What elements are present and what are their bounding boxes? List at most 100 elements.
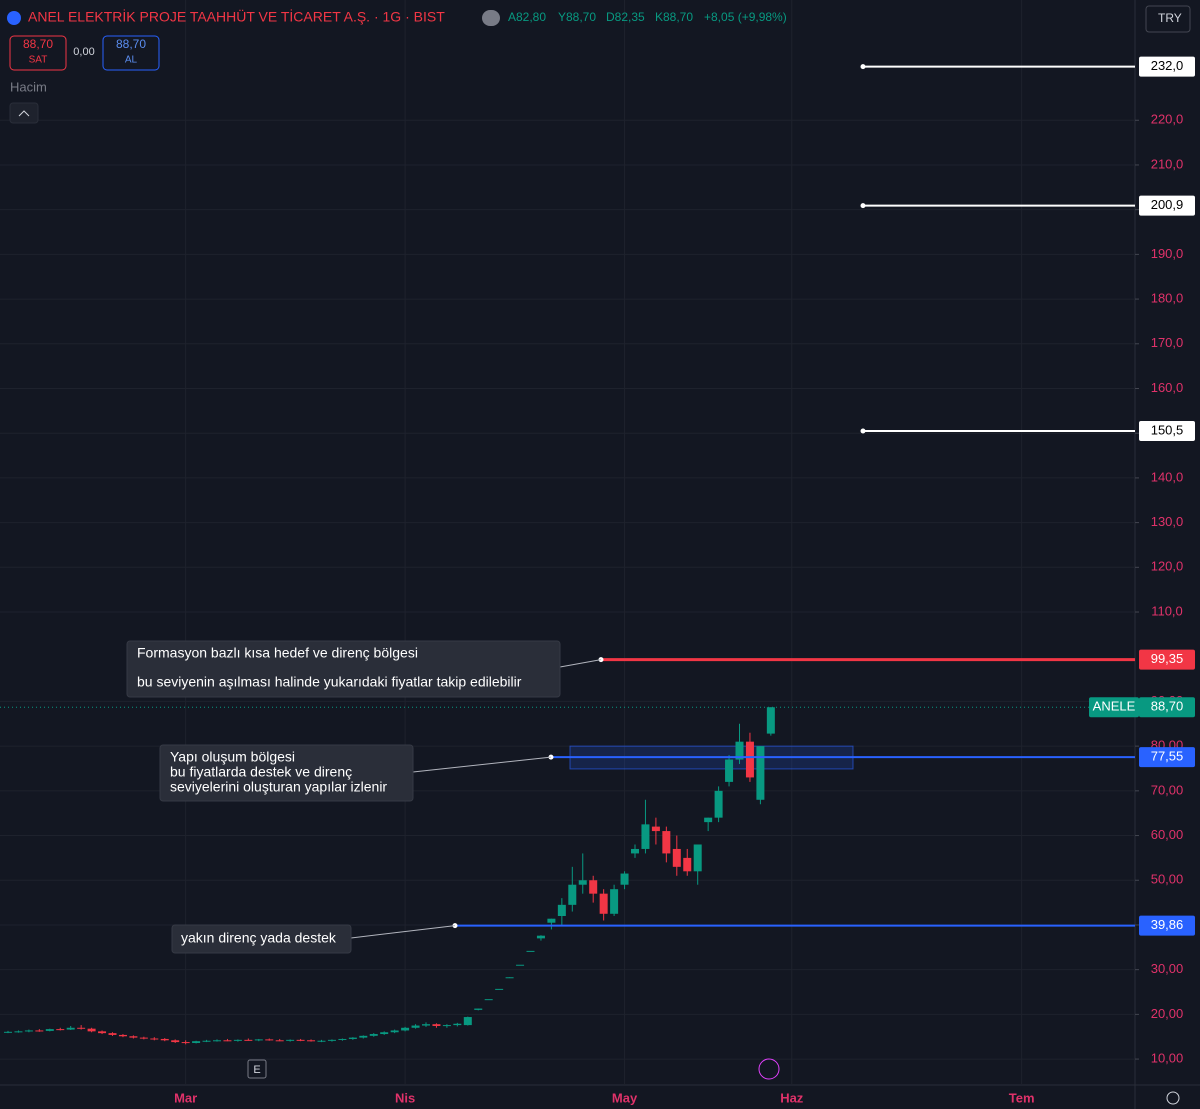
candle-body xyxy=(714,790,723,818)
callout-text: bu fiyatlarda destek ve direnç xyxy=(170,764,352,780)
candle-body xyxy=(411,1025,420,1028)
toggle[interactable] xyxy=(482,10,500,26)
candle-body xyxy=(432,1024,441,1026)
candle-body xyxy=(735,741,744,760)
candle-body xyxy=(536,935,545,939)
last-price-label: 88,70 xyxy=(1151,699,1184,714)
candle-body xyxy=(526,950,535,952)
candle-body xyxy=(380,1032,389,1035)
candle-body xyxy=(704,817,713,823)
candle-body xyxy=(108,1033,117,1035)
buy-label: AL xyxy=(125,55,138,66)
earnings-letter: E xyxy=(253,1064,260,1076)
candle-body xyxy=(327,1039,336,1041)
y-tick-label: 110,0 xyxy=(1151,603,1183,618)
level-tag xyxy=(1139,195,1195,216)
candle-body xyxy=(233,1039,242,1041)
y-tick-label: 50,00 xyxy=(1151,872,1184,887)
candle-body xyxy=(98,1031,107,1034)
candle-body xyxy=(14,1031,23,1033)
level-label: 150,5 xyxy=(1151,422,1184,437)
earnings-marker[interactable] xyxy=(247,1059,267,1079)
level-anchor xyxy=(860,203,866,209)
candle-body xyxy=(66,1027,75,1030)
settings-icon[interactable] xyxy=(1166,1091,1180,1105)
collapse-button[interactable] xyxy=(9,102,39,124)
candle-body xyxy=(610,889,619,914)
candle-body xyxy=(56,1029,65,1031)
y-tick-label: 10,00 xyxy=(1151,1051,1184,1066)
collapse-icon xyxy=(18,110,30,117)
spread: 0,00 xyxy=(73,46,94,58)
candle-body xyxy=(275,1040,284,1042)
candle-body xyxy=(484,999,493,1001)
y-tick-label: 210,0 xyxy=(1151,156,1184,171)
level-label: 232,0 xyxy=(1151,58,1184,73)
candle-body xyxy=(578,880,587,885)
buy-button[interactable] xyxy=(102,35,160,71)
level-tag xyxy=(1139,747,1195,768)
volume-label: Hacim xyxy=(10,79,47,94)
level-label: 39,86 xyxy=(1151,917,1184,932)
y-tick-label: 190,0 xyxy=(1151,246,1184,261)
candle-body xyxy=(683,857,692,872)
candle-body xyxy=(474,1008,483,1010)
sell-label: SAT xyxy=(29,55,48,66)
x-tick-label: Mar xyxy=(174,1090,197,1105)
candle-body xyxy=(348,1037,357,1039)
candle-body xyxy=(557,904,566,917)
callout-text: bu seviyenin aşılması halinde yukarıdaki… xyxy=(137,674,522,690)
event-marker[interactable] xyxy=(758,1058,780,1080)
y-tick-label: 170,0 xyxy=(1151,335,1184,350)
x-tick-label: Tem xyxy=(1009,1090,1035,1105)
candle-body xyxy=(160,1038,169,1041)
callout-box xyxy=(159,744,414,802)
candle-body xyxy=(589,880,598,894)
candle-body xyxy=(4,1031,12,1033)
candle-body xyxy=(213,1040,221,1042)
currency-button[interactable] xyxy=(1145,5,1191,33)
candle-body xyxy=(662,831,671,854)
candle-body xyxy=(307,1040,316,1042)
candle-body xyxy=(244,1039,253,1041)
candle-body xyxy=(338,1038,347,1040)
y-tick-label: 30,00 xyxy=(1151,961,1184,976)
candle-body xyxy=(442,1025,451,1027)
y-tick-label: 140,0 xyxy=(1151,469,1184,484)
candle-body xyxy=(453,1023,462,1026)
y-tick-label: 160,0 xyxy=(1151,380,1184,395)
candle-body xyxy=(265,1039,274,1041)
sell-button[interactable] xyxy=(9,35,67,71)
level-tag xyxy=(1139,56,1195,77)
candle-body xyxy=(129,1036,138,1038)
candle-body xyxy=(87,1028,96,1032)
ohlc-change: +8,05 (+9,98%) xyxy=(704,10,787,24)
level-tag xyxy=(1139,649,1195,670)
candle-body xyxy=(745,741,754,778)
buy-price: 88,70 xyxy=(116,37,146,51)
candle-body xyxy=(620,873,629,885)
last-price-box xyxy=(1139,697,1195,718)
x-tick-label: May xyxy=(612,1090,638,1105)
y-tick-label: 180,0 xyxy=(1151,291,1184,306)
y-tick-label: 20,00 xyxy=(1151,1006,1184,1021)
y-tick-label: 220,0 xyxy=(1151,112,1184,127)
candle-body xyxy=(766,707,775,734)
ohlc-high: Y88,70 xyxy=(558,10,596,24)
level-anchor xyxy=(860,64,866,70)
callout-connector xyxy=(350,925,456,939)
candle-body xyxy=(202,1040,211,1042)
symbol-icon xyxy=(7,11,21,25)
candle-body xyxy=(505,977,514,979)
candle-body xyxy=(139,1037,148,1039)
candle-body xyxy=(192,1041,201,1043)
ohlc-low: D82,35 xyxy=(606,10,645,24)
level-label: 99,35 xyxy=(1151,651,1184,666)
candle-body xyxy=(286,1039,295,1041)
candle-body xyxy=(463,1017,472,1026)
y-tick-label: 120,0 xyxy=(1151,559,1184,574)
level-tag xyxy=(1139,420,1195,441)
callout-box xyxy=(126,640,561,698)
